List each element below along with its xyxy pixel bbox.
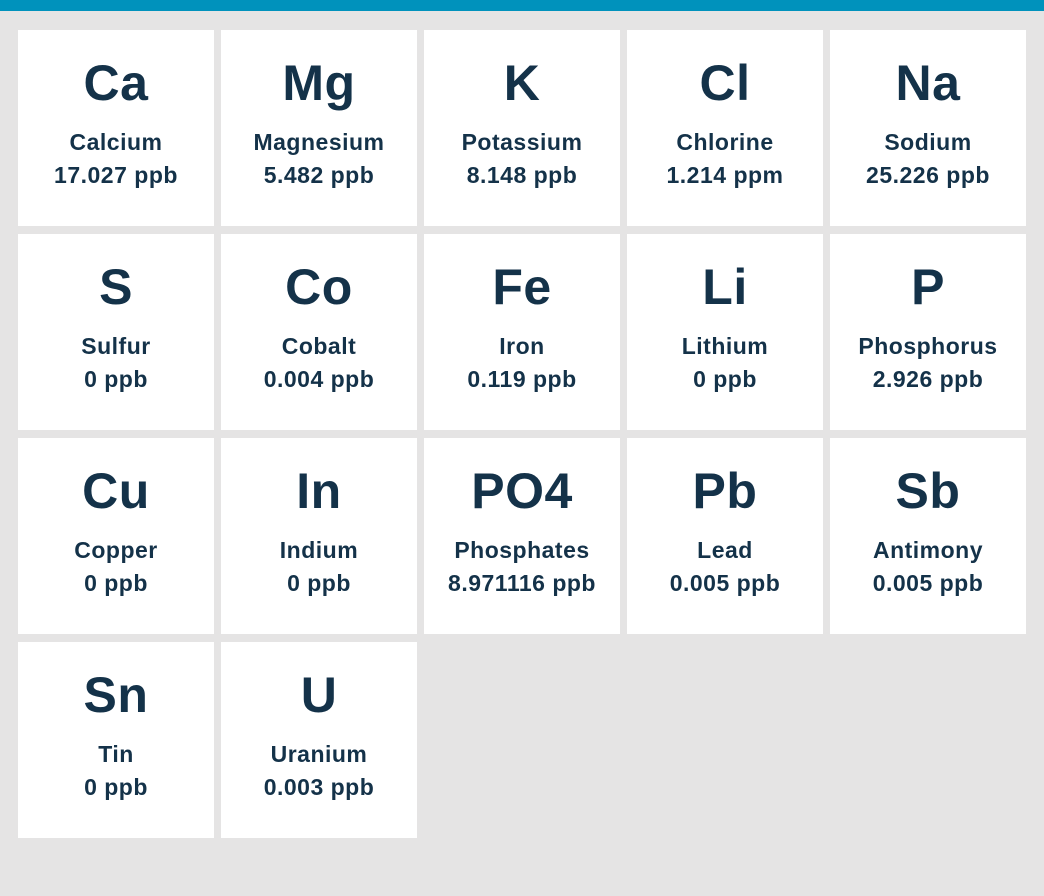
top-accent-bar — [0, 0, 1044, 11]
element-value: 0.004 ppb — [263, 366, 375, 392]
element-card-cu: Cu Copper 0 ppb — [18, 438, 214, 634]
element-value: 2.926 ppb — [872, 366, 984, 392]
element-value: 1.214 ppm — [666, 162, 784, 188]
elements-grid: Ca Calcium 17.027 ppb Mg Magnesium 5.482… — [18, 30, 1026, 838]
element-card-k: K Potassium 8.148 ppb — [424, 30, 620, 226]
element-card-mg: Mg Magnesium 5.482 ppb — [221, 30, 417, 226]
element-symbol: Cu — [82, 463, 150, 519]
element-name: Lead — [697, 537, 753, 563]
element-card-u: U Uranium 0.003 ppb — [221, 642, 417, 838]
element-symbol: U — [300, 667, 338, 723]
element-value: 0.005 ppb — [669, 570, 781, 596]
element-value: 5.482 ppb — [263, 162, 375, 188]
element-card-co: Co Cobalt 0.004 ppb — [221, 234, 417, 430]
element-card-p: P Phosphorus 2.926 ppb — [830, 234, 1026, 430]
element-name: Sodium — [884, 129, 972, 155]
element-value: 8.148 ppb — [466, 162, 578, 188]
element-card-ca: Ca Calcium 17.027 ppb — [18, 30, 214, 226]
element-card-sb: Sb Antimony 0.005 ppb — [830, 438, 1026, 634]
element-card-po4: PO4 Phosphates 8.971116 ppb — [424, 438, 620, 634]
element-card-cl: Cl Chlorine 1.214 ppm — [627, 30, 823, 226]
element-symbol: P — [911, 259, 945, 315]
element-value: 8.971116 ppb — [448, 570, 596, 596]
element-name: Copper — [74, 537, 158, 563]
element-name: Chlorine — [676, 129, 774, 155]
element-symbol: Li — [702, 259, 748, 315]
element-name: Magnesium — [253, 129, 385, 155]
element-value: 0 ppb — [287, 570, 351, 596]
element-name: Uranium — [270, 741, 368, 767]
element-card-s: S Sulfur 0 ppb — [18, 234, 214, 430]
element-name: Lithium — [681, 333, 769, 359]
element-symbol: Cl — [699, 55, 751, 111]
element-name: Antimony — [872, 537, 984, 563]
element-card-na: Na Sodium 25.226 ppb — [830, 30, 1026, 226]
element-symbol: Na — [895, 55, 961, 111]
element-name: Phosphates — [454, 537, 590, 563]
element-value: 0 ppb — [693, 366, 757, 392]
element-name: Indium — [279, 537, 359, 563]
element-value: 17.027 ppb — [54, 162, 178, 188]
element-card-li: Li Lithium 0 ppb — [627, 234, 823, 430]
element-symbol: K — [503, 55, 541, 111]
element-name: Tin — [98, 741, 134, 767]
element-card-sn: Sn Tin 0 ppb — [18, 642, 214, 838]
element-value: 0.119 ppb — [467, 366, 577, 392]
element-symbol: S — [99, 259, 133, 315]
element-value: 0 ppb — [84, 570, 148, 596]
element-name: Phosphorus — [858, 333, 998, 359]
element-value: 0 ppb — [84, 774, 148, 800]
element-symbol: In — [296, 463, 342, 519]
element-symbol: Co — [285, 259, 353, 315]
element-symbol: Fe — [492, 259, 552, 315]
element-symbol: Sb — [895, 463, 961, 519]
element-symbol: Mg — [282, 55, 356, 111]
element-value: 25.226 ppb — [866, 162, 990, 188]
element-card-pb: Pb Lead 0.005 ppb — [627, 438, 823, 634]
element-value: 0.003 ppb — [263, 774, 375, 800]
element-name: Calcium — [69, 129, 163, 155]
element-name: Sulfur — [81, 333, 151, 359]
element-value: 0.005 ppb — [872, 570, 984, 596]
element-card-fe: Fe Iron 0.119 ppb — [424, 234, 620, 430]
element-symbol: Ca — [83, 55, 149, 111]
element-symbol: Pb — [692, 463, 758, 519]
element-symbol: PO4 — [471, 463, 573, 519]
element-name: Cobalt — [281, 333, 357, 359]
element-card-in: In Indium 0 ppb — [221, 438, 417, 634]
element-name: Iron — [499, 333, 545, 359]
element-name: Potassium — [461, 129, 583, 155]
element-value: 0 ppb — [84, 366, 148, 392]
element-symbol: Sn — [83, 667, 149, 723]
